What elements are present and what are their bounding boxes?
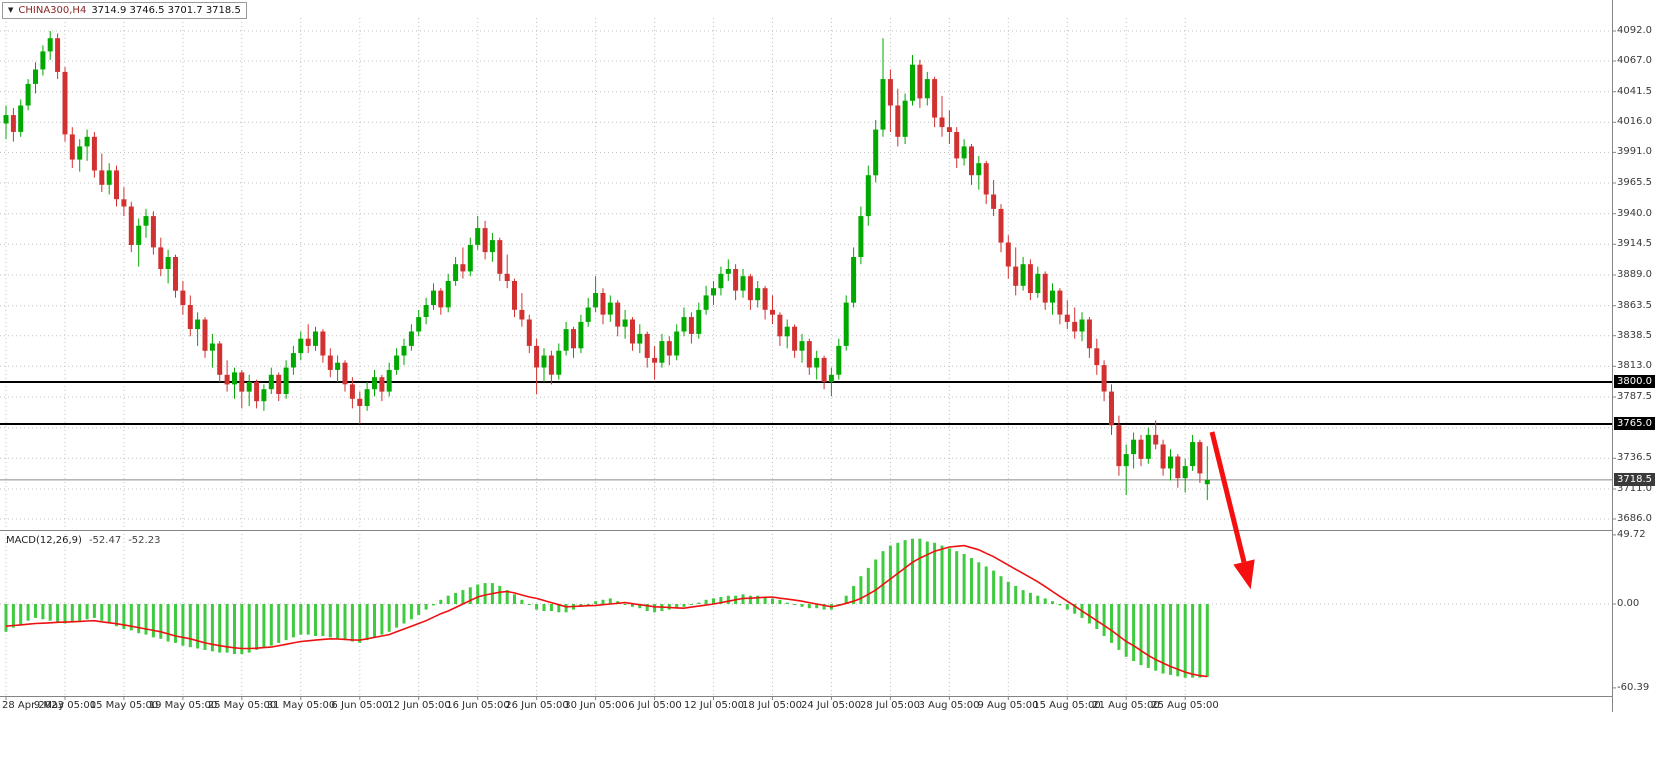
- symbol-info-box[interactable]: ▼ CHINA300,H4 3714.9 3746.5 3701.7 3718.…: [2, 2, 247, 19]
- price-axis[interactable]: [1613, 0, 1665, 696]
- candlestick-series: [3, 31, 1210, 501]
- trend-arrow-annotation[interactable]: [1209, 431, 1255, 590]
- macd-signal-line: [5, 544, 1208, 678]
- symbol-title: CHINA300,H4: [18, 5, 87, 16]
- macd-main-value: -52.47: [88, 535, 122, 546]
- horizontal-level-lines: [0, 381, 1612, 481]
- axis-ticks: [5, 30, 1616, 700]
- chevron-down-icon[interactable]: ▼: [8, 6, 14, 14]
- time-axis[interactable]: [0, 697, 1612, 715]
- macd-signal-value: -52.23: [128, 535, 161, 546]
- symbol-ohlc-values: 3714.9 3746.5 3701.7 3718.5: [91, 5, 241, 16]
- grid-lines: [0, 18, 1612, 696]
- macd-name: MACD(12,26,9): [6, 535, 82, 546]
- macd-indicator: [0, 538, 1612, 678]
- macd-indicator-label: MACD(12,26,9) -52.47 -52.23: [6, 535, 160, 547]
- pane-separators: [0, 0, 1613, 712]
